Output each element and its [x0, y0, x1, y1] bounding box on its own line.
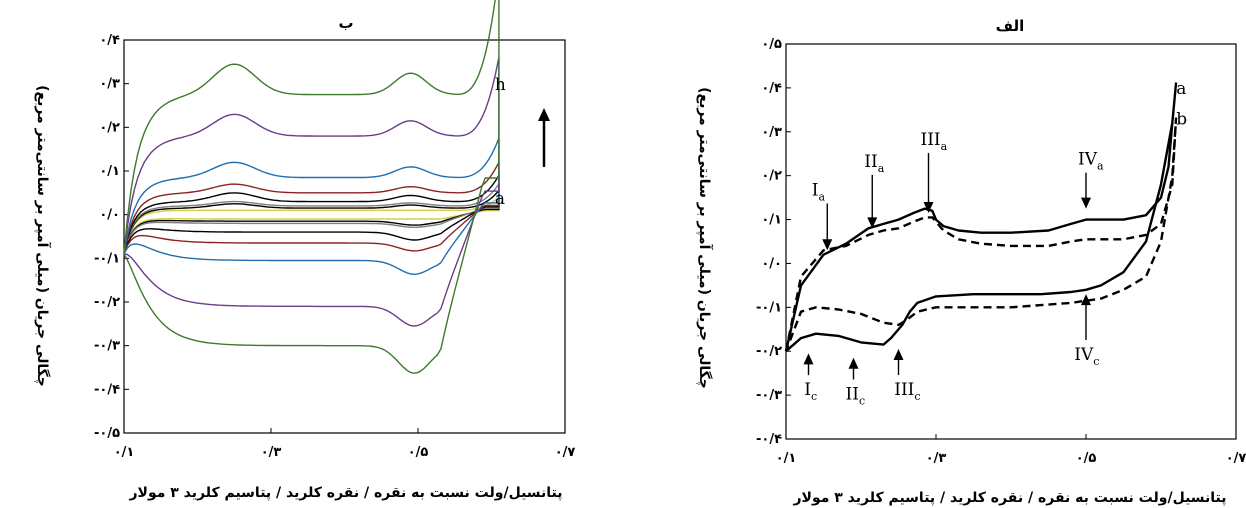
panel-a-y-tick-label: ۰/۵ [761, 37, 782, 52]
panel-b-y-tick-label: ۰/۱ [99, 164, 120, 179]
peak-label-main: II [864, 152, 877, 172]
panel-b-curve-labels: ha [495, 75, 506, 209]
peak-arrow-head [848, 357, 859, 369]
peak-label: Ic [804, 380, 817, 403]
peak-label-main: III [921, 130, 941, 150]
panel-a-x-tick-label: ۰/۱ [776, 451, 797, 466]
panel-b-y-tick-label: -۰/۲ [94, 295, 120, 310]
panel-b-x-tick-label: ۰/۷ [555, 445, 576, 460]
peak-label-sub: c [914, 390, 920, 403]
panel-a-y-tick-label: ۰/۱ [761, 213, 782, 228]
panel-a-title: الف [996, 17, 1025, 35]
panel-b-y-tick-label: -۰/۱ [94, 251, 120, 266]
panel-a-series-a [784, 82, 1178, 353]
panel-b-curve-label: h [495, 75, 506, 95]
panel-a-y-tick-label: -۰/۲ [756, 344, 782, 359]
panel-b-x-axis-label: پتانسیل/ولت نسبت به نقره / نقره کلرید / … [128, 485, 562, 501]
panel-a-x-tick-label: ۰/۷ [1226, 451, 1246, 466]
panel-a-plot-frame [785, 43, 1237, 440]
panel-a-curve-label: a [1176, 79, 1186, 99]
panel-a-y-tick-label: -۰/۳ [756, 388, 782, 403]
panel-b-series-line [123, 0, 500, 374]
peak-label: IIc [846, 385, 866, 408]
peak-label-sub: c [1093, 355, 1099, 368]
peak-label-main: IV [1074, 345, 1094, 365]
peak-arrow-head [1081, 294, 1091, 306]
peak-label-sub: a [1097, 160, 1104, 173]
peak-label: IIa [864, 152, 884, 175]
peak-label-sub: c [811, 390, 817, 403]
peak-arrow-head [803, 353, 814, 365]
panel-b-y-tick-label: ۰/۳ [99, 77, 120, 92]
peak-label: IIIa [921, 130, 948, 153]
panel-a-y-tick-label: ۰/۰ [761, 256, 782, 271]
panel-b-x-tick-label: ۰/۱ [114, 445, 135, 460]
panel-b-x-tick-label: ۰/۳ [261, 445, 282, 460]
panel-a-y-tick-label: ۰/۴ [761, 81, 782, 96]
peak-label: Ia [812, 180, 826, 203]
peak-label-sub: a [818, 190, 825, 203]
panel-a-curve-label: b [1176, 110, 1187, 130]
panel-b-x-tick-label: ۰/۵ [408, 445, 429, 460]
peak-label-main: III [894, 380, 914, 400]
peak-arrow-head [867, 217, 878, 229]
panel-b-y-ticks: ۰/۴ ۰/۳ ۰/۲ ۰/۱ ۰/۰ -۰/۱ -۰/۲ -۰/۳ -۰/۴ -۰/۵ [94, 33, 129, 441]
peak-arrow-head [893, 349, 904, 361]
peak-label-sub: a [878, 162, 885, 175]
panel-a-x-ticks: ۰/۱ ۰/۳ ۰/۵ ۰/۷ [776, 434, 1246, 466]
panel-a-series-b [784, 117, 1178, 352]
panel-b-curve-label: a [495, 189, 505, 209]
peak-label-sub: c [859, 395, 865, 408]
panel-b-curves [123, 0, 500, 374]
panel-b-title: ب [338, 14, 353, 32]
peak-arrow-head [822, 239, 833, 251]
peak-arrow-head [1081, 197, 1091, 209]
panel-a-x-tick-label: ۰/۵ [1076, 451, 1097, 466]
panel-a-curves [784, 82, 1178, 353]
peak-label-main: II [846, 385, 859, 405]
peak-arrow-head [923, 201, 934, 213]
panel-a-y-ticks: ۰/۵ ۰/۴ ۰/۳ ۰/۲ ۰/۱ ۰/۰ -۰/۱ -۰/۲ -۰/۳ -۰/۴ [756, 37, 791, 447]
peak-label: IVa [1078, 150, 1104, 173]
panel-b-y-axis-label: چگالی جریان (میلی آمپر بر سانتی‌متر مربع… [34, 85, 52, 387]
panel-b-y-tick-label: -۰/۳ [94, 339, 120, 354]
peak-label-main: IV [1078, 150, 1098, 170]
panel-b-y-tick-label: -۰/۵ [94, 426, 120, 441]
panel-b: ب ۰/۴ ۰/۳ ۰/۲ ۰/۱ ۰/۰ -۰/۱ -۰/۲ -۰/۳ -۰/۴ -۰/۵ ۰/… [34, 0, 575, 501]
panel-a-x-tick-label: ۰/۳ [926, 451, 947, 466]
peak-label-main: I [804, 380, 811, 400]
panel-a-y-tick-label: ۰/۳ [761, 125, 782, 140]
panel-a: الف ۰/۵ ۰/۴ ۰/۳ ۰/۲ ۰/۱ ۰/۰ -۰/۱ -۰/۲ -۰/۳ -۰/۴ ۰… [696, 17, 1246, 506]
panel-b-y-tick-label: ۰/۴ [99, 33, 120, 48]
panel-a-y-axis-label: چگالی جریان (میلی آمپر بر سانتی‌متر مربع… [696, 87, 714, 389]
panel-a-y-tick-label: -۰/۱ [756, 300, 782, 315]
panel-b-y-tick-label: ۰/۰ [99, 208, 120, 223]
panel-b-x-ticks: ۰/۱ ۰/۳ ۰/۵ ۰/۷ [114, 428, 576, 460]
panel-b-plot-frame [123, 39, 566, 434]
panel-b-y-tick-label: ۰/۲ [99, 120, 120, 135]
peak-label-main: I [812, 180, 819, 200]
panel-b-y-tick-label: -۰/۴ [94, 382, 120, 397]
peak-label: IVc [1074, 345, 1099, 368]
panel-a-curve-labels: ab [1176, 79, 1187, 130]
panel-a-y-tick-label: -۰/۴ [756, 432, 782, 447]
peak-label-sub: a [941, 140, 948, 153]
panel-b-up-arrow [538, 108, 550, 167]
panel-a-y-tick-label: ۰/۲ [761, 169, 782, 184]
peak-label: IIIc [894, 380, 920, 403]
panel-a-x-axis-label: پتانسیل/ولت نسبت به نقره / نقره کلرید / … [792, 490, 1226, 506]
